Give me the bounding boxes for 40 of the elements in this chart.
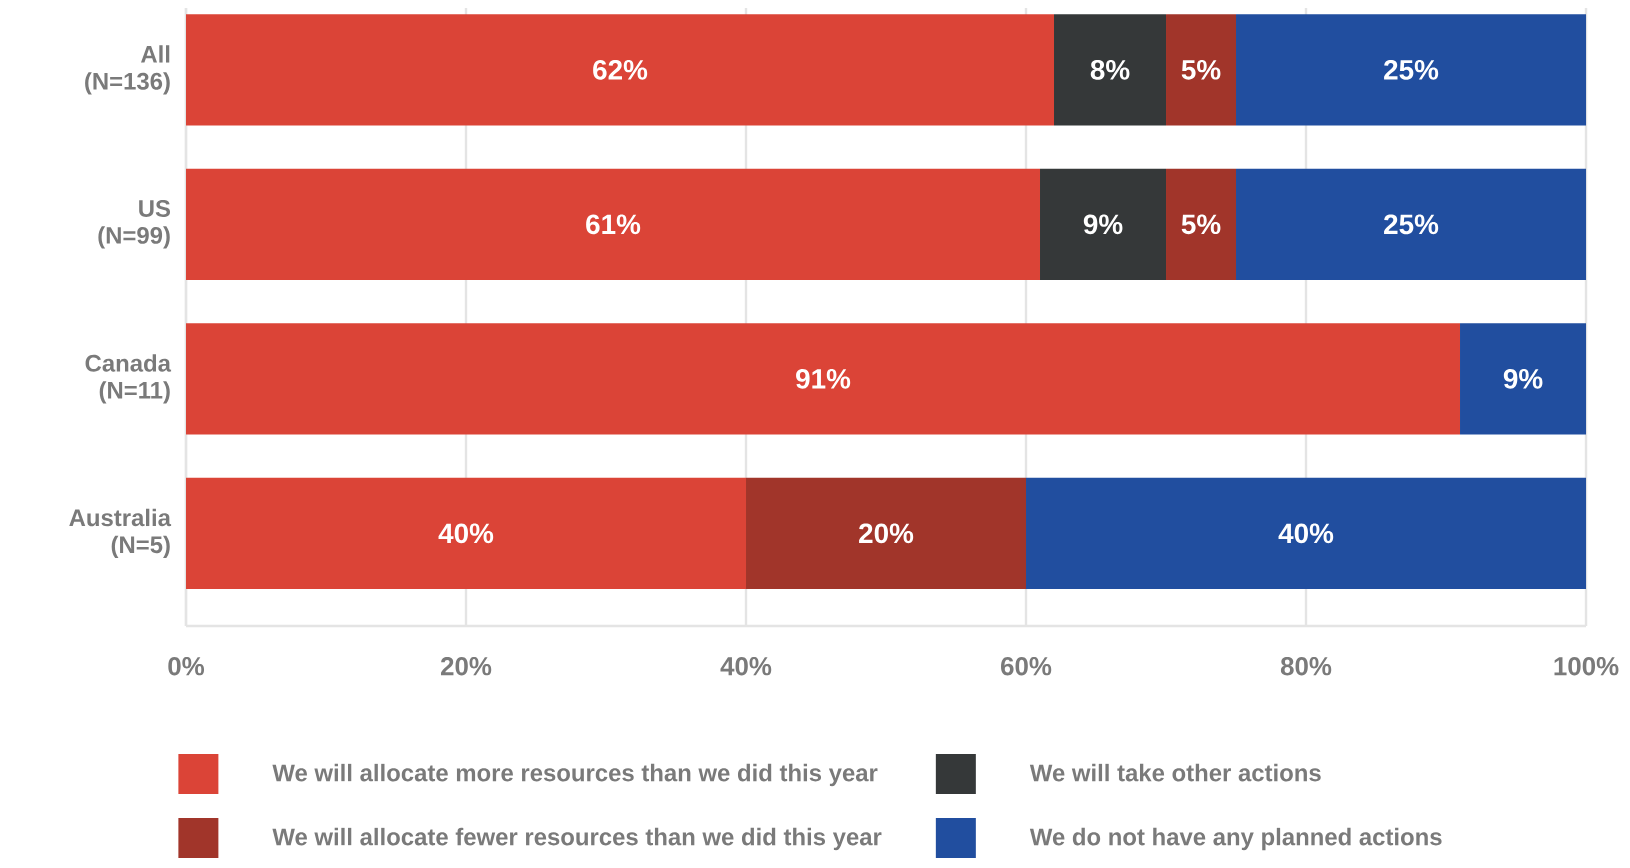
x-tick-label: 0%	[168, 657, 205, 676]
data-label: 9%	[1083, 214, 1123, 235]
legend-label: We do not have any planned actions	[1029, 827, 1442, 851]
x-tick-label: 40%	[720, 657, 772, 676]
y-tick-label: Canada (N=11)	[85, 354, 172, 404]
bar	[186, 14, 1055, 126]
x-tick-label: 20%	[440, 657, 492, 676]
bar	[1026, 477, 1587, 589]
bar	[186, 168, 1041, 280]
data-label: 5%	[1181, 59, 1221, 80]
data-label: 61%	[586, 214, 641, 235]
data-label: 91%	[796, 368, 851, 389]
legend-label: We will take other actions	[1029, 763, 1321, 782]
bar	[1236, 14, 1587, 126]
bar	[1166, 168, 1237, 280]
bar	[186, 323, 1461, 435]
bar	[1166, 14, 1237, 126]
y-tick-label: US (N=99)	[98, 200, 171, 249]
bar	[1054, 14, 1167, 126]
data-label: 5%	[1181, 214, 1221, 235]
bar	[186, 477, 747, 589]
bar	[1040, 168, 1167, 280]
legend-label: We will allocate fewer resources than we did this year	[272, 827, 882, 851]
data-label: 25%	[1384, 214, 1439, 235]
x-tick-label: 100%	[1554, 657, 1619, 676]
data-label: 40%	[438, 523, 494, 544]
data-label: 62%	[593, 59, 648, 80]
bar	[1460, 323, 1587, 435]
data-label: 9%	[1503, 368, 1543, 389]
x-tick-label: 60%	[1001, 657, 1052, 676]
data-label: 25%	[1384, 59, 1439, 80]
x-tick-label: 80%	[1280, 657, 1332, 676]
bar	[746, 477, 1027, 589]
data-label: 20%	[859, 523, 914, 544]
legend-label: We will allocate more resources than we did this year	[272, 763, 878, 787]
bar	[1236, 168, 1587, 280]
data-label: 40%	[1278, 523, 1334, 544]
y-tick-label: Australia (N=5)	[69, 508, 172, 558]
data-label: 8%	[1090, 59, 1130, 80]
y-tick-label: All (N=136)	[85, 45, 170, 95]
